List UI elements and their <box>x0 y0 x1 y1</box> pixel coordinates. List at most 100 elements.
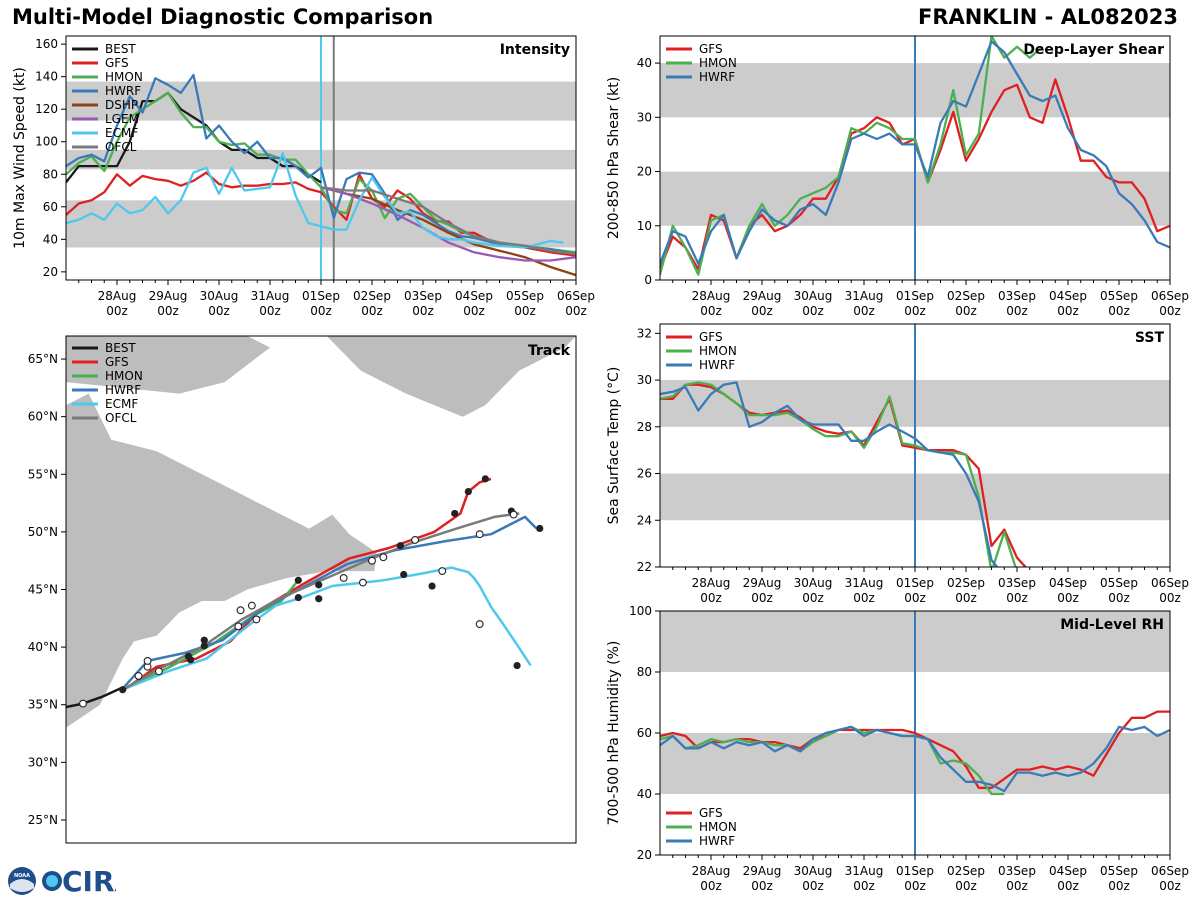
x-tick-label: 30Aug <box>794 864 833 878</box>
series-line-ofcl <box>320 186 576 256</box>
track-marker-filled <box>396 542 404 550</box>
x-tick-hour: 00z <box>700 879 722 893</box>
legend-label-gfs: GFS <box>699 806 723 820</box>
series-line-ecmf <box>66 151 564 249</box>
legend-label-hwrf: HWRF <box>699 358 735 372</box>
series-group <box>660 36 1170 276</box>
track-marker-open <box>247 601 256 610</box>
y-tick-label: 45°N <box>28 583 58 597</box>
panel-title: Track <box>528 343 571 359</box>
x-tick-label: 05Sep <box>1100 576 1138 590</box>
track-marker-filled <box>513 661 521 670</box>
track-marker-open <box>475 530 484 539</box>
x-tick-hour: 00z <box>802 591 824 605</box>
cira-logo-text: CIRA <box>62 865 116 898</box>
y-tick-label: 55°N <box>28 467 58 481</box>
x-tick-hour: 00z <box>1108 304 1130 318</box>
x-tick-hour: 00z <box>565 304 587 318</box>
map-layer <box>66 336 576 728</box>
x-tick-label: 04Sep <box>1049 576 1087 590</box>
track-marker-filled <box>294 593 302 602</box>
panel-rh: 2040608010028Aug00z29Aug00z30Aug00z31Aug… <box>606 604 1189 893</box>
x-tick-hour: 00z <box>802 879 824 893</box>
x-tick-label: 31Aug <box>845 576 884 590</box>
y-tick-label: 40 <box>637 787 652 801</box>
x-tick-hour: 00z <box>310 304 332 318</box>
series-group <box>66 73 576 277</box>
legend-label-gfs: GFS <box>105 56 129 70</box>
legend-label-best: BEST <box>105 42 136 56</box>
y-tick-label: 32 <box>637 326 652 340</box>
track-marker-open <box>252 615 261 624</box>
panel-track: 25°N 30°N 35°N 40°N 45°N 50°N 55°N 60°N 65°N Trac… <box>28 335 577 844</box>
x-tick-hour: 00z <box>751 879 773 893</box>
x-tick-label: 01Sep <box>302 289 340 303</box>
x-tick-label: 02Sep <box>947 576 985 590</box>
x-tick-label: 30Aug <box>794 576 833 590</box>
x-tick-hour: 00z <box>463 304 485 318</box>
x-tick-label: 02Sep <box>353 289 391 303</box>
track-marker-open <box>368 556 376 565</box>
y-tick-label: 10 <box>637 219 652 233</box>
x-tick-label: 01Sep <box>896 864 934 878</box>
x-tick-label: 30Aug <box>200 289 239 303</box>
x-tick-label: 03Sep <box>998 864 1036 878</box>
series-line-hmon <box>66 91 576 254</box>
x-tick-hour: 00z <box>514 304 536 318</box>
legend-label-ecmf: ECMF <box>105 397 138 411</box>
noaa-wave-icon <box>10 879 34 892</box>
series-group <box>660 710 1170 796</box>
x-tick-hour: 00z <box>1159 591 1181 605</box>
y-tick-label: 65°N <box>28 352 58 366</box>
x-tick-hour: 00z <box>751 304 773 318</box>
y-tick-label: 60°N <box>28 410 58 424</box>
y-tick-label: 28 <box>637 420 652 434</box>
noaa-cira-logo: NOAA CIRA <box>8 865 116 898</box>
x-tick-hour: 00z <box>904 879 926 893</box>
track-marker-filled <box>294 576 302 584</box>
y-tick-label: 60 <box>43 200 58 214</box>
x-tick-hour: 00z <box>1057 591 1079 605</box>
greenland-land <box>326 336 576 417</box>
x-tick-hour: 00z <box>802 304 824 318</box>
y-tick-label: 40 <box>43 232 58 246</box>
y-tick-label: 30 <box>637 373 652 387</box>
panel-title: Deep-Layer Shear <box>1023 42 1164 58</box>
x-tick-label: 28Aug <box>692 864 731 878</box>
track-marker-filled <box>536 524 544 533</box>
legend-label-dshp: DSHP <box>105 98 138 112</box>
x-tick-label: 03Sep <box>998 289 1036 303</box>
track-marker-open <box>438 567 447 576</box>
track-marker-filled <box>119 686 127 694</box>
legend-label-ofcl: OFCL <box>105 140 137 154</box>
x-tick-hour: 00z <box>1057 879 1079 893</box>
x-tick-hour: 00z <box>208 304 230 318</box>
x-tick-hour: 00z <box>259 304 281 318</box>
series-line-hmon <box>660 381 1017 567</box>
x-tick-hour: 00z <box>955 304 977 318</box>
x-tick-label: 03Sep <box>404 289 442 303</box>
track-marker-open <box>339 574 348 582</box>
y-tick-label: 40°N <box>28 640 58 654</box>
y-axis-label: 200-850 hPa Shear (kt) <box>606 77 622 239</box>
x-tick-label: 04Sep <box>1049 289 1087 303</box>
track-marker-open <box>358 578 367 587</box>
y-tick-label: 20 <box>637 165 652 179</box>
x-tick-hour: 00z <box>904 304 926 318</box>
x-tick-label: 31Aug <box>845 864 884 878</box>
track-marker-filled <box>200 642 208 650</box>
x-tick-label: 01Sep <box>896 289 934 303</box>
x-tick-hour: 00z <box>157 304 179 318</box>
x-tick-hour: 00z <box>1159 304 1181 318</box>
x-tick-hour: 00z <box>853 304 875 318</box>
x-tick-hour: 00z <box>106 304 128 318</box>
x-tick-label: 04Sep <box>1049 864 1087 878</box>
legend-label-ofcl: OFCL <box>105 411 137 425</box>
y-tick-label: 20 <box>637 848 652 862</box>
x-tick-hour: 00z <box>1108 591 1130 605</box>
track-line-best <box>66 686 124 709</box>
x-tick-hour: 00z <box>853 591 875 605</box>
y-tick-label: 50°N <box>28 525 58 539</box>
track-marker-open <box>411 536 420 544</box>
x-tick-label: 06Sep <box>1151 864 1189 878</box>
